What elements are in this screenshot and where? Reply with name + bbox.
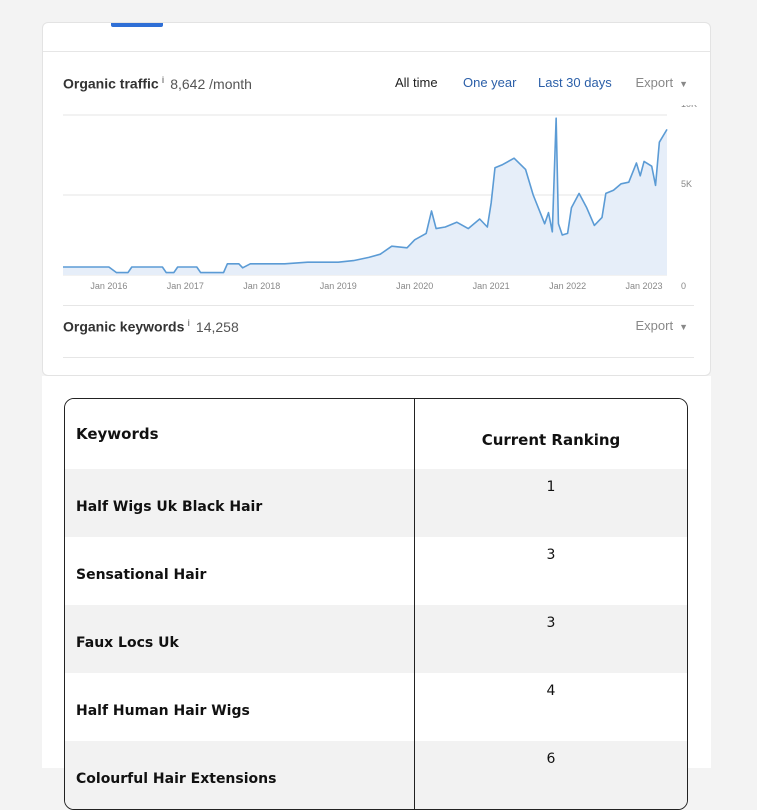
tab-divider [43, 51, 710, 52]
table-row: Half Human Hair Wigs 4 [65, 673, 687, 741]
organic-search-card: Organic traffic i 8,642 /month All time On… [42, 22, 711, 376]
rank-cell: 3 [546, 547, 556, 563]
active-tab-indicator [111, 23, 163, 27]
traffic-series-line [63, 117, 668, 274]
keyword-cell: Half Human Hair Wigs [65, 673, 415, 741]
organic-traffic-header: Organic traffic i 8,642 /month All time On… [63, 75, 690, 97]
keyword-cell: Faux Locs Uk [65, 605, 415, 673]
keyword-ranking-panel: Keywords Current Ranking Half Wigs Uk Bl… [42, 376, 711, 810]
rank-cell: 6 [415, 741, 687, 809]
x-tick-label: Jan 2023 [626, 281, 663, 291]
section-divider [63, 305, 694, 306]
x-tick-label: Jan 2019 [320, 281, 357, 291]
info-icon[interactable]: i [161, 75, 165, 85]
x-tick-label: Jan 2021 [473, 281, 510, 291]
export-label: Export [635, 318, 674, 333]
rank-cell: 1 [415, 469, 687, 537]
ranking-column-header: Current Ranking [415, 399, 687, 469]
table-row: Faux Locs Uk 3 [65, 605, 687, 673]
organic-traffic-label: Organic traffic [63, 75, 159, 92]
traffic-area [63, 118, 667, 275]
organic-traffic-title: Organic traffic i 8,642 /month [63, 75, 252, 92]
traffic-export-button[interactable]: Export ▼ [636, 75, 689, 90]
range-last-30-days[interactable]: Last 30 days [538, 75, 612, 90]
x-tick-label: Jan 2017 [167, 281, 204, 291]
section-divider [63, 357, 694, 358]
x-tick-label: Jan 2022 [549, 281, 586, 291]
y-tick-label: 5K [681, 179, 692, 189]
organic-keywords-title: Organic keywords i 14,258 [63, 318, 239, 335]
organic-traffic-value: 8,642 /month [170, 75, 252, 92]
table-row: Sensational Hair 3 [65, 537, 687, 605]
rank-cell: 3 [415, 605, 687, 673]
keyword-cell: Colourful Hair Extensions [65, 741, 415, 809]
keyword-cell: Half Wigs Uk Black Hair [65, 469, 415, 537]
keywords-column-header: Keywords [65, 399, 415, 469]
table-row: Colourful Hair Extensions 6 [65, 741, 687, 809]
rank-cell: 4 [546, 683, 556, 699]
info-icon[interactable]: i [187, 318, 190, 328]
organic-keywords-value: 14,258 [195, 318, 239, 335]
range-all-time[interactable]: All time [395, 75, 438, 90]
chevron-down-icon: ▼ [679, 322, 688, 332]
export-label: Export [635, 75, 674, 90]
table-header-row: Keywords Current Ranking [65, 399, 687, 469]
table-row: Half Wigs Uk Black Hair 1 [65, 469, 687, 537]
y-tick-label: 0 [681, 281, 686, 291]
organic-traffic-chart: 10K 5K 0 Jan 2016 Jan 2017 Jan 2018 Jan 2019 Ja… [63, 105, 697, 291]
keyword-ranking-table: Keywords Current Ranking Half Wigs Uk Bl… [64, 398, 688, 810]
x-tick-label: Jan 2018 [243, 281, 280, 291]
range-one-year[interactable]: One year [463, 75, 517, 90]
keywords-export-button[interactable]: Export ▼ [636, 318, 689, 333]
x-tick-label: Jan 2016 [90, 281, 127, 291]
organic-keywords-label: Organic keywords [63, 318, 185, 335]
chevron-down-icon: ▼ [679, 79, 688, 89]
x-tick-label: Jan 2020 [396, 281, 433, 291]
keyword-cell: Sensational Hair [65, 537, 415, 605]
y-tick-label: 10K [681, 105, 697, 109]
organic-keywords-header: Organic keywords i 14,258 Export ▼ [63, 318, 690, 340]
